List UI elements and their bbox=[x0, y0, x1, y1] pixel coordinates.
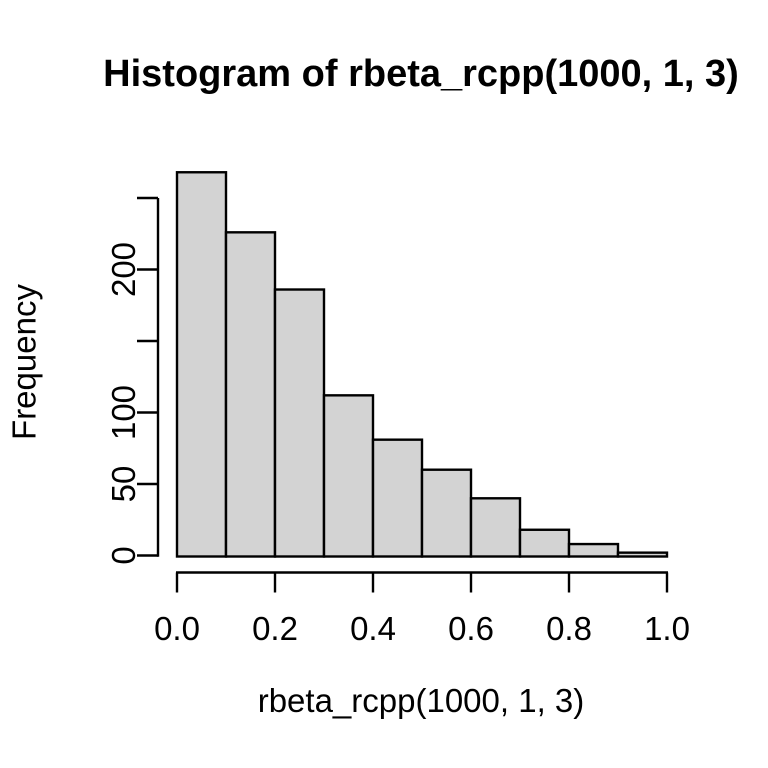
histogram-bar bbox=[616, 551, 669, 558]
histogram-bar bbox=[518, 528, 571, 558]
x-tick-label: 1.0 bbox=[644, 610, 690, 647]
x-tick-label: 0.2 bbox=[252, 610, 298, 647]
x-tick-label: 0.4 bbox=[350, 610, 396, 647]
x-tick-label: 0.0 bbox=[154, 610, 200, 647]
x-tick-label: 0.8 bbox=[546, 610, 592, 647]
histogram-bar bbox=[371, 438, 424, 558]
y-tick-label: 100 bbox=[105, 385, 142, 440]
x-axis-label: rbeta_rcpp(1000, 1, 3) bbox=[257, 682, 585, 719]
histogram-bar bbox=[175, 171, 228, 558]
chart-title: Histogram of rbeta_rcpp(1000, 1, 3) bbox=[103, 53, 739, 95]
histogram-bar bbox=[567, 542, 620, 558]
histogram-bar bbox=[469, 497, 522, 558]
y-tick-label: 200 bbox=[105, 242, 142, 297]
y-tick-label: 0 bbox=[105, 546, 142, 564]
histogram-bar bbox=[224, 231, 277, 558]
histogram-bar bbox=[420, 468, 473, 558]
x-tick-label: 0.6 bbox=[448, 610, 494, 647]
y-tick-label: 50 bbox=[105, 466, 142, 503]
histogram-bar bbox=[273, 288, 326, 558]
histogram-bar bbox=[322, 394, 375, 558]
